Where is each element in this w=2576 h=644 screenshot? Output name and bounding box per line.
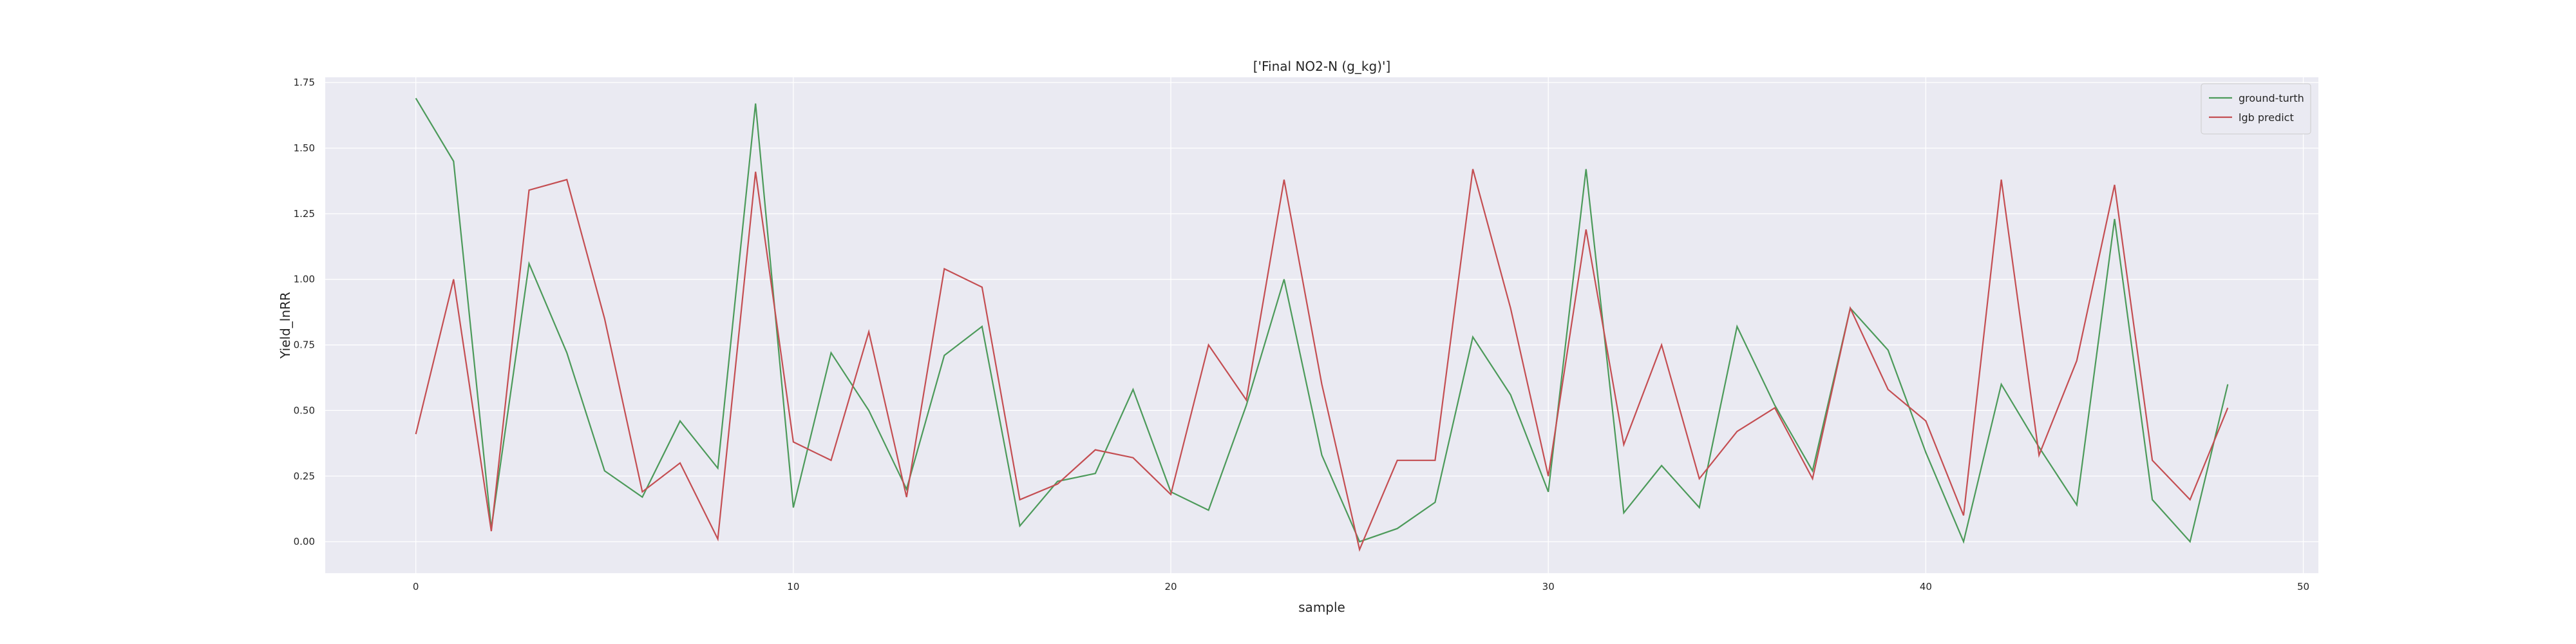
y-axis-label: Yield_lnRR xyxy=(278,292,293,359)
series-line-ground-turth xyxy=(415,98,2229,544)
y-tick-label: 0.00 xyxy=(294,536,315,547)
legend-entry: lgb predict xyxy=(2239,111,2294,124)
y-tick-label: 0.25 xyxy=(294,470,315,482)
y-tick-label: 0.50 xyxy=(294,404,315,416)
grid xyxy=(325,77,2318,573)
x-tick-label: 0 xyxy=(413,581,419,592)
x-axis-ticks: 0 10 20 30 40 50 xyxy=(413,581,2309,592)
chart-title: ['Final NO2-N (g_kg)'] xyxy=(1253,59,1391,74)
y-tick-label: 0.75 xyxy=(294,339,315,351)
legend-box xyxy=(2201,83,2311,135)
x-tick-label: 50 xyxy=(2297,581,2309,592)
legend: ground-turth lgb predict xyxy=(2201,83,2311,135)
x-tick-label: 20 xyxy=(1164,581,1177,592)
y-axis-ticks: 0.00 0.25 0.50 0.75 1.00 1.25 1.50 1.75 xyxy=(294,77,315,547)
y-tick-label: 1.50 xyxy=(294,142,315,154)
y-tick-label: 1.00 xyxy=(294,274,315,285)
x-tick-label: 30 xyxy=(1542,581,1555,592)
y-tick-label: 1.25 xyxy=(294,208,315,220)
legend-entry: ground-turth xyxy=(2239,92,2304,104)
x-tick-label: 40 xyxy=(1920,581,1932,592)
x-tick-label: 10 xyxy=(787,581,799,592)
y-tick-label: 1.75 xyxy=(294,77,315,88)
x-axis-label: sample xyxy=(1298,600,1345,615)
series-lines xyxy=(415,98,2229,552)
series-line-lgb-predict xyxy=(415,169,2229,552)
plot-area xyxy=(325,77,2318,573)
